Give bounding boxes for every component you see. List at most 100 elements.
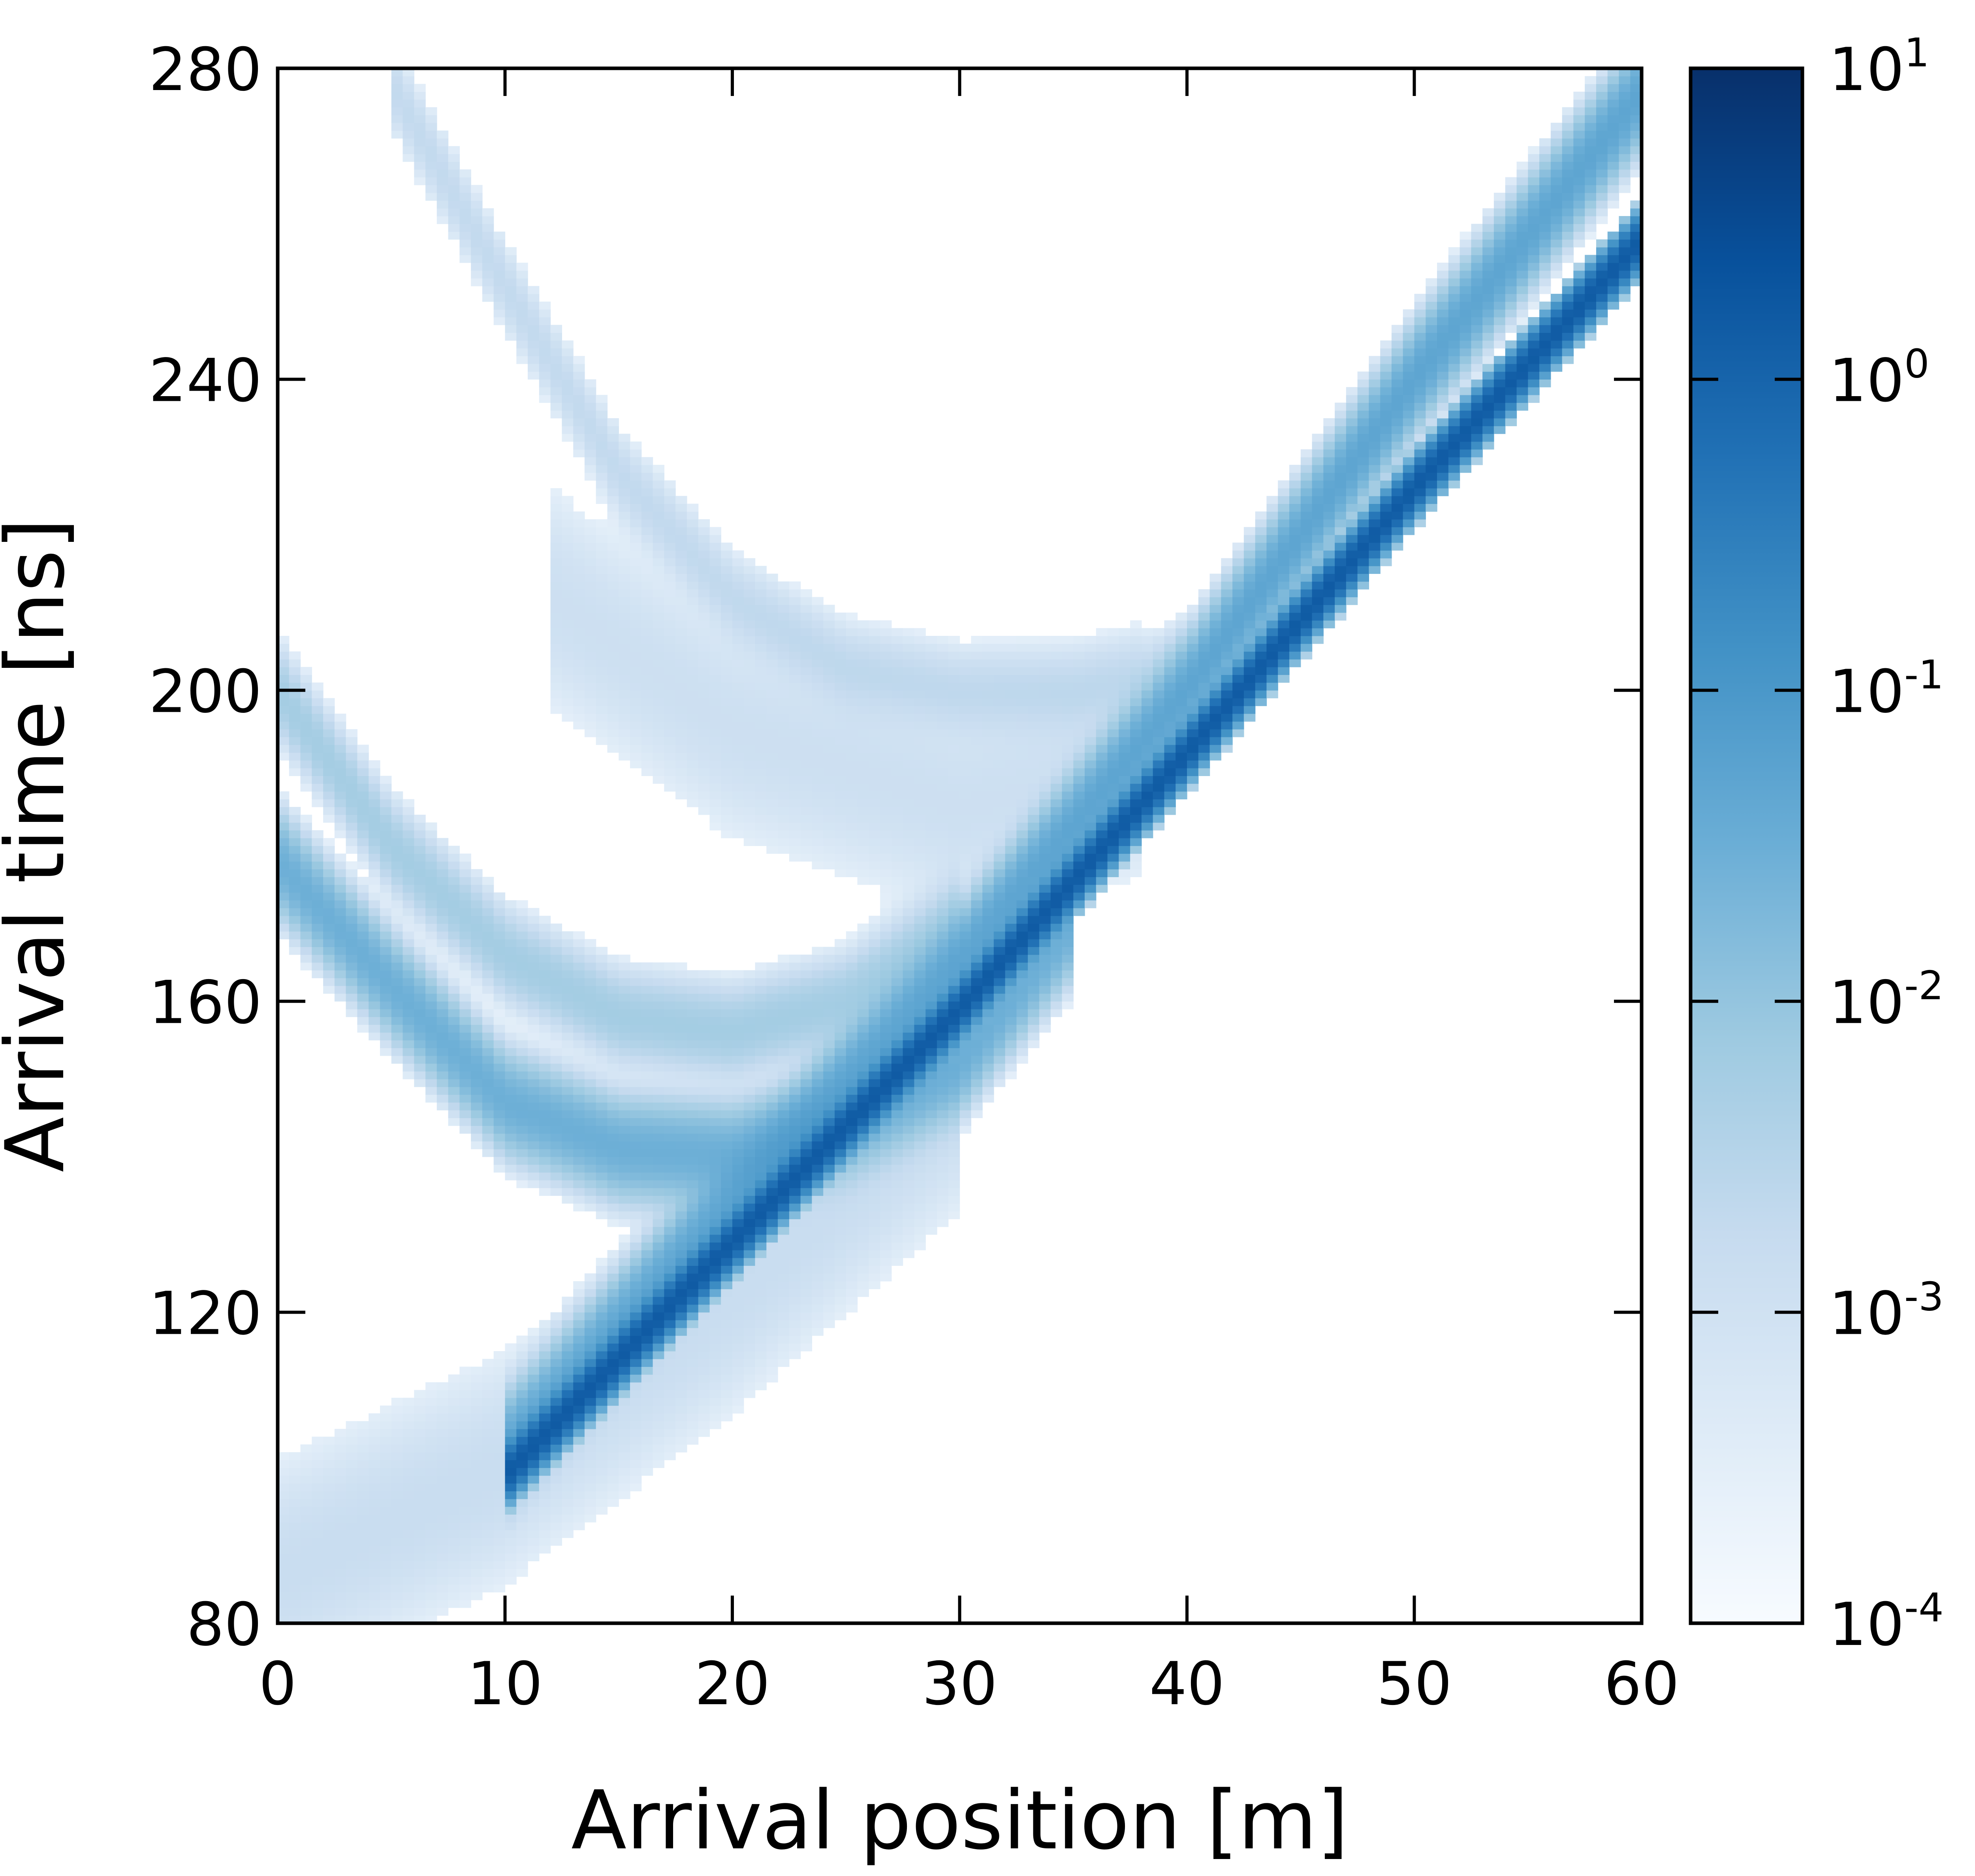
heatmap-cell: [312, 1592, 324, 1600]
heatmap-cell: [607, 1382, 619, 1391]
heatmap-cell: [732, 1087, 744, 1095]
heatmap-cell: [903, 1094, 914, 1103]
heatmap-cell: [539, 1491, 551, 1499]
heatmap-cell: [755, 589, 767, 598]
heatmap-cell: [869, 1032, 880, 1041]
heatmap-cell: [312, 923, 324, 932]
heatmap-cell: [596, 434, 608, 442]
heatmap-cell: [607, 721, 619, 729]
heatmap-cell: [914, 1001, 926, 1009]
heatmap-cell: [380, 955, 392, 963]
heatmap-cell: [732, 1102, 744, 1111]
heatmap-cell: [414, 947, 426, 955]
heatmap-cell: [925, 1164, 937, 1173]
heatmap-cell: [721, 970, 733, 978]
heatmap-cell: [346, 892, 357, 900]
heatmap-cell: [505, 1087, 517, 1095]
heatmap-cell: [743, 814, 756, 823]
heatmap-cell: [436, 138, 449, 147]
heatmap-cell: [823, 978, 835, 986]
heatmap-cell: [869, 667, 880, 675]
heatmap-cell: [641, 620, 653, 628]
heatmap-cell: [869, 869, 880, 877]
heatmap-cell: [778, 1063, 790, 1071]
heatmap-cell: [539, 1351, 551, 1359]
heatmap-cell: [414, 955, 426, 963]
heatmap-cell: [448, 1071, 460, 1079]
heatmap-cell: [539, 1133, 551, 1142]
heatmap-cell: [425, 1040, 437, 1048]
heatmap-cell: [528, 1032, 540, 1041]
heatmap-cell: [835, 643, 846, 652]
heatmap-cell: [312, 931, 324, 940]
heatmap-cell: [755, 1211, 767, 1219]
heatmap-cell: [596, 449, 608, 457]
heatmap-cell: [653, 752, 664, 761]
heatmap-cell: [721, 620, 733, 628]
heatmap-cell: [641, 628, 653, 636]
heatmap-cell: [528, 309, 540, 318]
heatmap-cell: [721, 605, 733, 613]
heatmap-cell: [630, 1203, 642, 1212]
heatmap-cell: [675, 1304, 687, 1313]
heatmap-cell: [721, 737, 733, 745]
heatmap-cell: [573, 1102, 585, 1111]
heatmap-cell: [937, 955, 949, 963]
heatmap-cell: [823, 1211, 835, 1219]
heatmap-cell: [425, 1398, 437, 1406]
heatmap-cell: [937, 807, 949, 815]
heatmap-cell: [425, 1460, 437, 1468]
heatmap-cell: [835, 721, 846, 729]
heatmap-cell: [698, 1196, 710, 1204]
heatmap-cell: [857, 1001, 869, 1009]
heatmap-cell: [925, 1126, 937, 1134]
heatmap-cell: [914, 651, 926, 660]
heatmap-cell: [937, 814, 949, 823]
heatmap-cell: [380, 970, 392, 978]
heatmap-cell: [869, 1227, 880, 1235]
heatmap-cell: [880, 1094, 892, 1103]
heatmap-cell: [471, 1382, 483, 1391]
heatmap-cell: [380, 799, 392, 807]
heatmap-cell: [823, 698, 835, 706]
heatmap-cell: [937, 776, 949, 784]
heatmap-cell: [323, 799, 335, 807]
heatmap-cell: [459, 1538, 471, 1546]
heatmap-cell: [653, 970, 664, 978]
heatmap-cell: [357, 1600, 369, 1608]
heatmap-cell: [789, 589, 801, 598]
heatmap-cell: [687, 1118, 699, 1126]
heatmap-cell: [584, 1297, 596, 1305]
heatmap-cell: [607, 1304, 619, 1313]
heatmap-cell: [675, 1258, 687, 1266]
heatmap-cell: [369, 1530, 380, 1538]
heatmap-cell: [584, 1335, 596, 1344]
heatmap-cell: [380, 1413, 392, 1421]
heatmap-cell: [278, 1476, 290, 1484]
heatmap-cell: [436, 1421, 449, 1429]
heatmap-cell: [289, 814, 301, 823]
heatmap-cell: [914, 947, 926, 955]
heatmap-cell: [732, 1359, 744, 1367]
heatmap-cell: [698, 721, 710, 729]
heatmap-cell: [562, 1017, 574, 1025]
heatmap-cell: [278, 861, 290, 870]
heatmap-cell: [539, 1087, 551, 1095]
heatmap-cell: [630, 760, 642, 769]
heatmap-cell: [687, 1227, 699, 1235]
heatmap-cell: [278, 667, 290, 675]
heatmap-cell: [414, 814, 426, 823]
heatmap-cell: [698, 768, 710, 776]
heatmap-cell: [436, 1048, 449, 1056]
heatmap-cell: [619, 1289, 630, 1297]
heatmap-cell: [573, 1452, 585, 1461]
heatmap-cell: [800, 1297, 812, 1305]
heatmap-cell: [869, 1094, 880, 1103]
heatmap-cell: [812, 643, 824, 652]
heatmap-cell: [687, 1312, 699, 1320]
heatmap-cell: [630, 1032, 642, 1041]
heatmap-cell: [755, 744, 767, 753]
heatmap-cell: [800, 1079, 812, 1087]
heatmap-cell: [300, 822, 312, 831]
heatmap-cell: [812, 1265, 824, 1274]
